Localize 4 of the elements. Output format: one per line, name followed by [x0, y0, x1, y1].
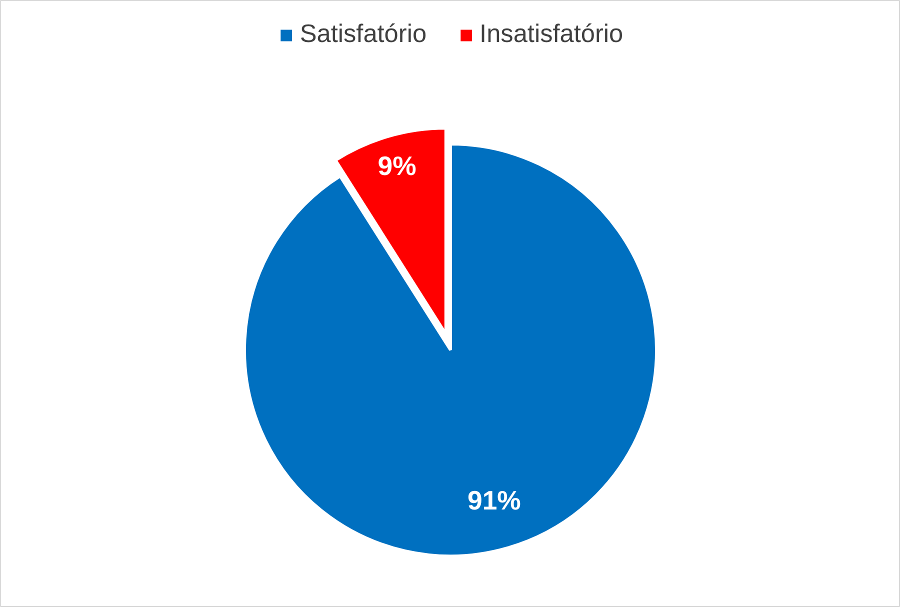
data-label: 91% — [468, 485, 521, 516]
legend-label: Satisfatório — [300, 20, 427, 49]
legend-label: Insatisfatório — [480, 20, 624, 49]
data-label: 9% — [378, 151, 416, 182]
